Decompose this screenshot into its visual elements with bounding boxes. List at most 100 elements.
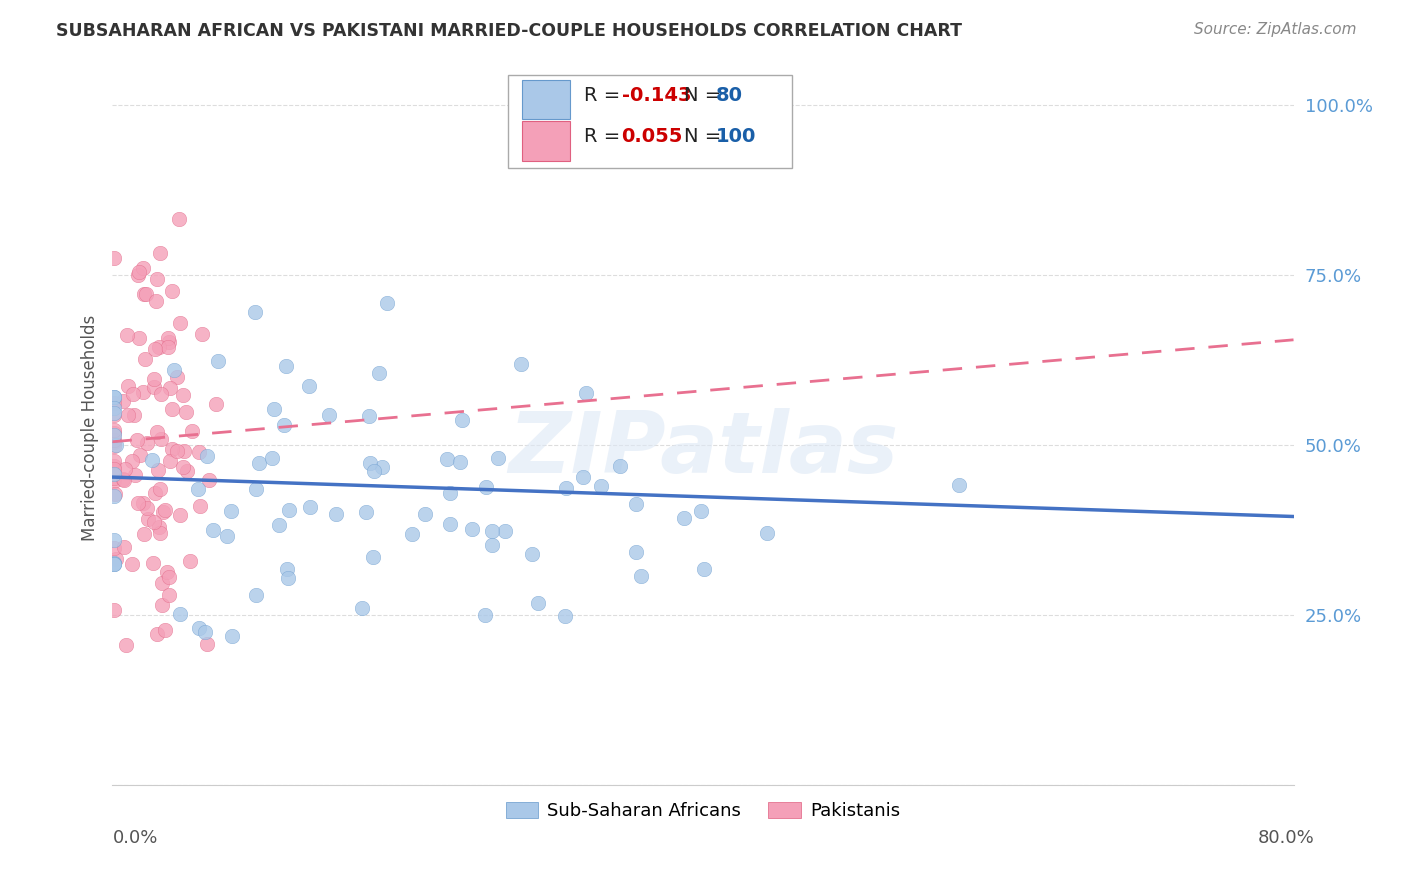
Point: [520, 547, 543, 561]
FancyBboxPatch shape: [522, 121, 569, 161]
Point: [245, 482, 267, 496]
Point: [156, 340, 179, 354]
Point: [167, 212, 190, 227]
Point: [190, 327, 212, 342]
Point: [134, 351, 156, 366]
Point: [112, 473, 135, 487]
Text: Source: ZipAtlas.com: Source: ZipAtlas.com: [1194, 22, 1357, 37]
Point: [575, 386, 598, 401]
Point: [105, 437, 128, 451]
Point: [145, 272, 167, 286]
Point: [136, 512, 159, 526]
Point: [132, 527, 155, 541]
Text: R =: R =: [583, 86, 626, 105]
FancyBboxPatch shape: [508, 75, 792, 168]
Point: [690, 504, 713, 518]
Point: [262, 450, 284, 465]
Point: [626, 497, 648, 511]
Point: [188, 499, 211, 513]
Point: [117, 328, 139, 343]
Point: [176, 465, 198, 479]
Point: [124, 408, 146, 422]
Point: [150, 576, 173, 591]
Point: [359, 409, 381, 423]
Point: [132, 496, 155, 510]
Point: [146, 463, 169, 477]
Point: [756, 526, 779, 541]
Point: [589, 479, 612, 493]
Point: [103, 252, 125, 266]
Point: [439, 486, 461, 500]
Point: [149, 526, 172, 541]
Point: [103, 533, 125, 548]
Point: [115, 638, 138, 652]
Point: [103, 425, 125, 440]
Point: [103, 390, 125, 404]
Point: [166, 443, 188, 458]
Point: [129, 448, 152, 462]
Point: [159, 381, 181, 395]
Point: [148, 246, 170, 260]
Point: [609, 459, 631, 474]
Point: [172, 460, 194, 475]
Point: [103, 556, 125, 570]
Point: [371, 460, 394, 475]
Point: [142, 557, 165, 571]
Point: [103, 471, 125, 485]
Point: [195, 449, 218, 463]
Text: 0.0%: 0.0%: [112, 829, 157, 847]
Point: [135, 286, 157, 301]
Point: [173, 444, 195, 458]
Point: [187, 482, 209, 496]
Point: [103, 541, 125, 555]
Point: [152, 598, 174, 612]
Point: [247, 456, 270, 470]
Point: [143, 372, 166, 386]
Point: [361, 549, 384, 564]
Point: [136, 436, 159, 450]
Point: [475, 480, 498, 494]
Point: [474, 608, 496, 623]
Point: [124, 468, 146, 483]
Point: [148, 340, 170, 354]
Point: [143, 343, 166, 357]
Point: [127, 268, 149, 282]
Point: [157, 588, 180, 602]
Point: [169, 508, 191, 522]
Point: [215, 529, 238, 543]
Point: [103, 453, 125, 467]
Point: [527, 596, 550, 610]
Point: [143, 380, 166, 394]
Point: [104, 487, 127, 501]
Point: [554, 608, 576, 623]
Point: [263, 401, 285, 416]
Point: [103, 390, 125, 404]
Point: [352, 600, 374, 615]
Point: [486, 451, 509, 466]
Point: [318, 408, 340, 422]
Point: [276, 562, 298, 576]
Point: [143, 486, 166, 500]
Point: [269, 517, 291, 532]
Point: [299, 500, 322, 514]
Point: [436, 451, 458, 466]
Point: [160, 284, 183, 298]
Point: [181, 424, 204, 438]
Point: [174, 405, 197, 419]
Point: [413, 507, 436, 521]
Point: [103, 557, 125, 571]
Point: [114, 461, 136, 475]
Point: [219, 504, 242, 518]
Point: [141, 453, 163, 467]
Point: [273, 417, 295, 432]
Point: [103, 557, 125, 571]
Point: [163, 363, 186, 377]
Point: [166, 370, 188, 384]
Text: 100: 100: [716, 128, 756, 146]
Point: [461, 522, 484, 536]
Point: [572, 470, 595, 484]
Point: [245, 588, 267, 602]
Point: [128, 331, 150, 345]
Point: [194, 624, 217, 639]
Point: [363, 464, 385, 478]
